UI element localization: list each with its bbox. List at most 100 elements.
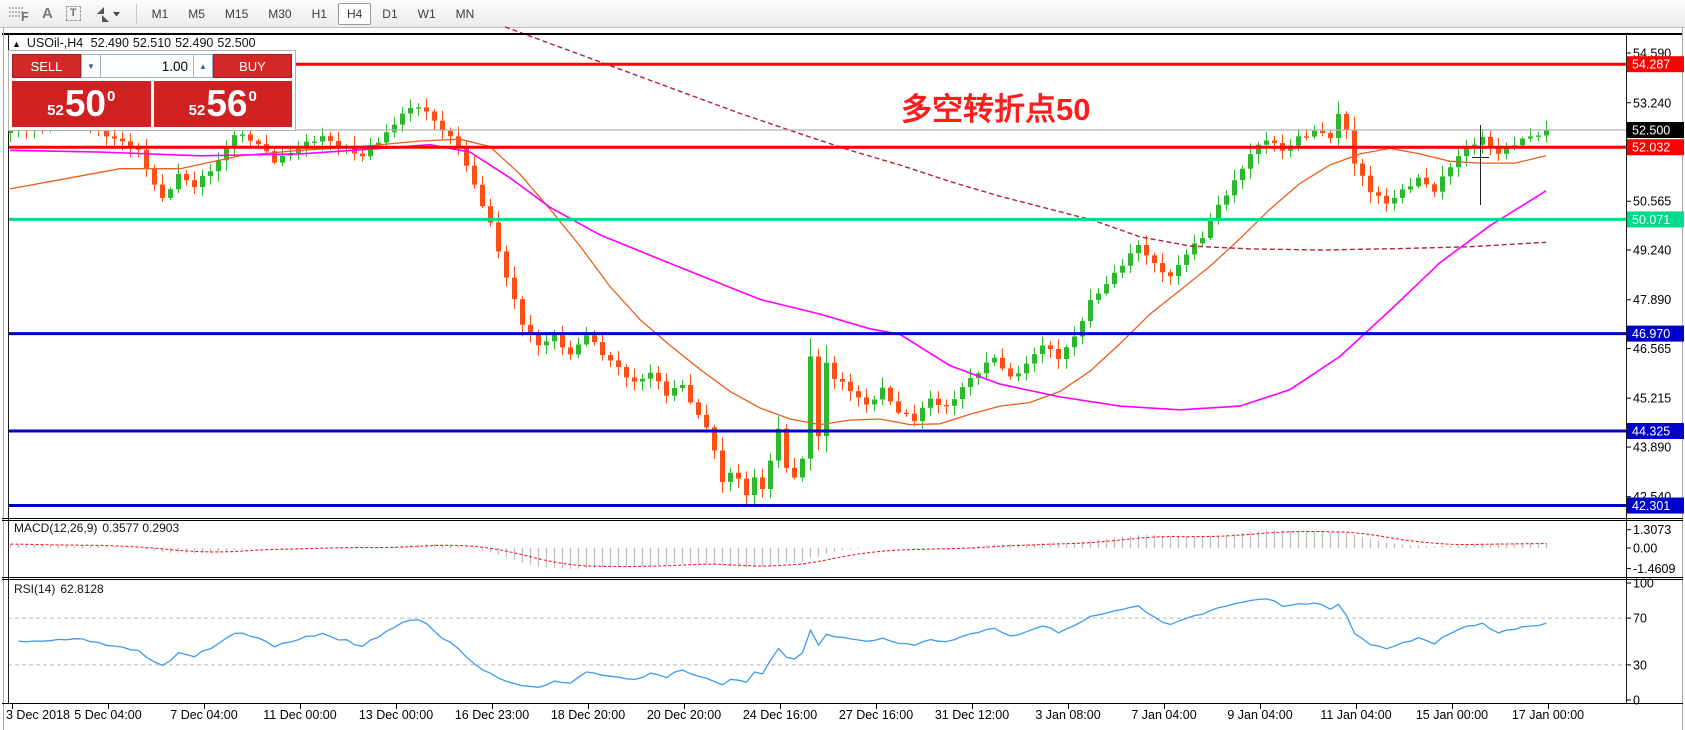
- price-badge-50.071: [1627, 211, 1684, 228]
- price-badge-54.287: [1627, 56, 1684, 73]
- timeframe-bar: M1 M5 M15 M30 H1 H4 D1 W1 MN: [143, 2, 484, 25]
- timeframe-mn[interactable]: MN: [455, 6, 475, 21]
- time-tick-label: 13 Dec 00:00: [359, 708, 433, 722]
- text-box-icon[interactable]: T: [61, 3, 86, 25]
- sell-price-big: 50: [64, 83, 106, 124]
- trade-panel-row: SELL ▼ ▲ BUY: [12, 54, 292, 78]
- one-click-trading-panel: SELL ▼ ▲ BUY 52 50 0 52 56 0: [8, 50, 296, 131]
- price-badge-52.032: [1627, 139, 1684, 156]
- t-glyph: T: [65, 6, 81, 21]
- arrows-glyph: [96, 6, 120, 22]
- price-tick-label: 43.890: [1633, 441, 1671, 455]
- time-tick-label: 11 Jan 04:00: [1320, 708, 1391, 722]
- time-tick-label: 31 Dec 12:00: [935, 708, 1009, 722]
- timeframe-d1[interactable]: D1: [382, 6, 398, 21]
- macd-axis-label: -1.4609: [1633, 562, 1675, 576]
- macd-values: 0.3577 0.2903: [102, 521, 180, 535]
- timeframe-h4[interactable]: H4: [337, 2, 372, 25]
- time-tick-label: 7 Jan 04:00: [1131, 708, 1196, 722]
- price-badge-label: 42.301: [1632, 499, 1670, 513]
- toolbar-separator: [135, 3, 137, 24]
- rsi-panel: [8, 598, 1626, 688]
- price-badge-label: 46.970: [1632, 327, 1670, 341]
- time-tick-label: 5 Dec 04:00: [74, 708, 141, 722]
- ma-fast-line: [9, 138, 1547, 426]
- price-badge-44.325: [1627, 423, 1684, 440]
- price-tick-label: 50.565: [1633, 195, 1671, 209]
- rsi-axis-label: 100: [1633, 577, 1654, 591]
- timeframe-h1[interactable]: H1: [311, 6, 327, 21]
- macd-axis-label: 1.3073: [1633, 523, 1671, 537]
- macd-axis-label: 0.00: [1633, 542, 1657, 556]
- price-tick-label: 53.240: [1633, 96, 1671, 110]
- toolbar: F A T M1 M5 M15 M30 H1 H4 D1 W1 MN: [0, 0, 1685, 28]
- rsi-value: 62.8128: [60, 582, 104, 596]
- sell-price-panel[interactable]: 52 50 0: [12, 81, 151, 127]
- time-tick-label: 27 Dec 16:00: [839, 708, 913, 722]
- text-label-icon[interactable]: A: [42, 5, 53, 22]
- rsi-axis-label: 30: [1633, 658, 1647, 672]
- sell-price-sup: 0: [107, 87, 116, 105]
- time-tick-label: 3 Jan 08:00: [1035, 708, 1100, 722]
- chart-frame: [2, 27, 1683, 730]
- rsi-axis-label: 0: [1633, 694, 1640, 708]
- volume-increase-button[interactable]: ▲: [193, 54, 213, 78]
- time-tick-label: 11 Dec 00:00: [263, 708, 336, 722]
- ma-slow-line: [504, 26, 1547, 251]
- price-tick-label: 45.215: [1633, 392, 1671, 406]
- time-tick-label: 24 Dec 16:00: [743, 708, 817, 722]
- time-tick-label: 9 Jan 04:00: [1227, 708, 1292, 722]
- sell-price-small: 52: [47, 101, 64, 119]
- price-badge-label: 54.287: [1632, 58, 1670, 72]
- time-tick-label: 3 Dec 2018: [6, 708, 70, 722]
- rsi-indicator-label: RSI(14) 62.8128: [14, 582, 109, 596]
- time-axis: 3 Dec 2018 5 Dec 04:00 7 Dec 04:00 11 Dec 0…: [6, 703, 1584, 722]
- time-tick-label: 20 Dec 20:00: [647, 708, 721, 722]
- time-tick-label: 16 Dec 23:00: [455, 708, 529, 722]
- arrow-style-icon[interactable]: [89, 3, 126, 25]
- chart-text-annotation: 多空转折点50: [901, 92, 1091, 127]
- volume-decrease-button[interactable]: ▼: [81, 54, 101, 78]
- price-tick-label: 47.890: [1633, 293, 1671, 307]
- volume-input[interactable]: [101, 54, 193, 78]
- trade-panel-prices: 52 50 0 52 56 0: [12, 81, 292, 127]
- symbol-label: USOil-,H4: [26, 36, 84, 50]
- buy-price-small: 52: [188, 101, 206, 119]
- rsi-line: [18, 598, 1547, 688]
- timeframe-m1[interactable]: M1: [151, 6, 169, 21]
- buy-price-big: 56: [206, 83, 248, 124]
- price-tick-label: 46.565: [1633, 342, 1671, 356]
- macd-name: MACD(12,26,9): [14, 521, 98, 535]
- collapse-triangle-icon[interactable]: ▲: [12, 39, 21, 49]
- quote-open: 52.490: [90, 36, 129, 50]
- crosshair-cursor: [1472, 125, 1489, 205]
- timeframe-m15[interactable]: M15: [224, 6, 249, 21]
- quote-high: 52.510: [132, 36, 172, 50]
- price-badge-42.301: [1627, 497, 1684, 514]
- timeframe-m30[interactable]: M30: [268, 6, 292, 21]
- svg-text:F: F: [21, 10, 29, 22]
- macd-indicator-label: MACD(12,26,9) 0.3577 0.2903: [14, 521, 184, 535]
- macd-signal-line: [10, 530, 1547, 568]
- dotted-grid-f-glyph: F: [9, 7, 29, 22]
- buy-button[interactable]: BUY: [213, 54, 292, 78]
- buy-price-panel[interactable]: 52 56 0: [153, 81, 292, 127]
- time-tick-label: 17 Jan 00:00: [1512, 708, 1584, 722]
- timeframe-m5[interactable]: M5: [188, 6, 205, 21]
- chart-title: ▲ USOil-,H4 52.490 52.510 52.490 52.500: [12, 36, 260, 50]
- rsi-name: RSI(14): [14, 582, 56, 596]
- timeframe-w1[interactable]: W1: [417, 6, 436, 21]
- price-badge-46.970: [1627, 325, 1684, 342]
- price-tick-label: 49.240: [1633, 244, 1671, 258]
- chart-objects-f-icon[interactable]: F: [3, 3, 34, 25]
- time-tick-label: 7 Dec 04:00: [170, 708, 237, 722]
- price-badge-label: 52.500: [1632, 124, 1670, 138]
- price-axis: 54.59053.24050.56549.24047.89046.56545.2…: [1626, 47, 1684, 514]
- price-badge-label: 52.032: [1632, 141, 1670, 155]
- quote-close: 52.500: [217, 36, 256, 50]
- ma-mid-line: [9, 143, 1547, 411]
- sell-button[interactable]: SELL: [12, 54, 81, 78]
- price-badge-52.500: [1627, 122, 1684, 138]
- price-badge-label: 50.071: [1632, 213, 1670, 227]
